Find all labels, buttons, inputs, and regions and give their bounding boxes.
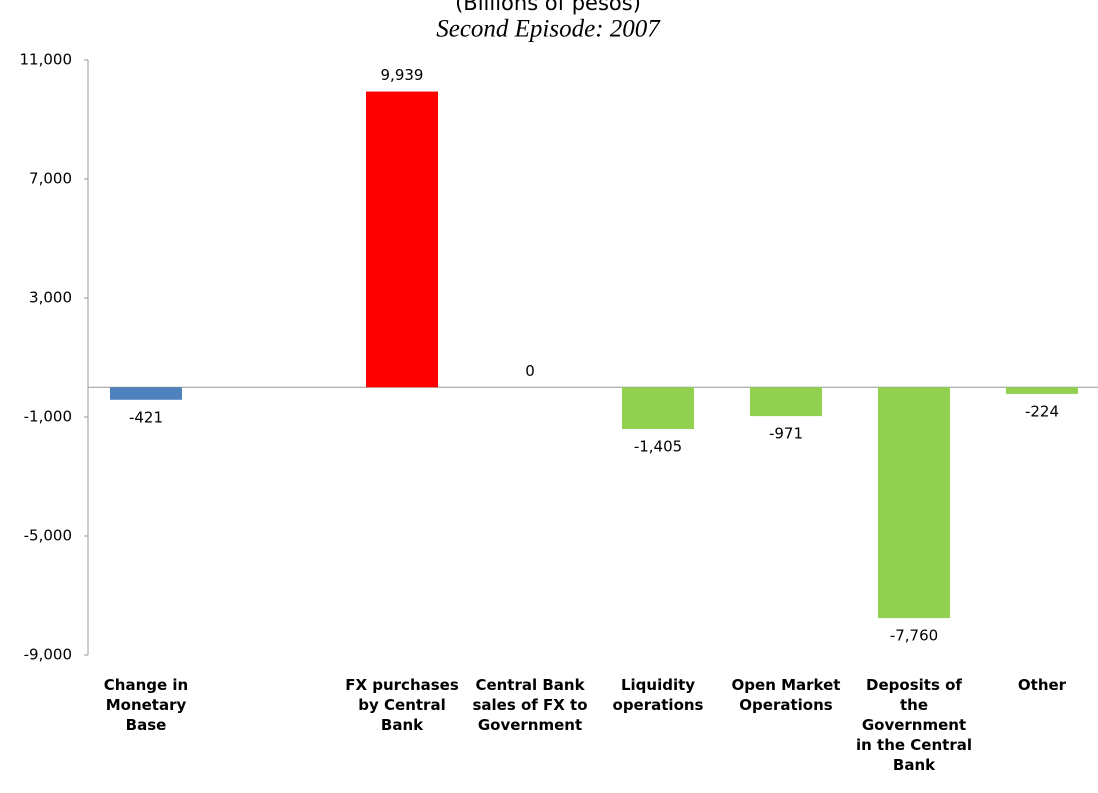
value-label: -7,760 [890,627,938,645]
y-tick-label: 7,000 [29,170,72,188]
value-label: -971 [769,425,803,443]
x-tick-label: FX purchases by Central Bank [345,676,459,734]
bar [366,91,438,388]
bar [878,387,950,619]
y-tick-label: 3,000 [29,289,72,307]
value-label: -1,405 [634,438,682,456]
bar [750,387,822,417]
value-label: 9,939 [381,66,424,84]
value-label: -421 [129,408,163,426]
bar [622,387,694,430]
y-tick-label: 11,000 [20,51,73,69]
x-tick-label: Central Bank sales of FX to Government [472,676,588,734]
chart-subtitle: (Billions of pesos) [455,0,641,15]
y-tick-label: -5,000 [24,527,72,545]
value-label: 0 [525,362,535,380]
y-tick-label: -9,000 [24,646,72,664]
bar [1006,387,1078,394]
x-tick-label: Deposits of the Government in the Centra… [856,676,972,774]
value-label: -224 [1025,402,1059,420]
x-tick-label: Open Market Operations [731,676,841,714]
x-tick-label: Other [1017,676,1067,694]
bar [110,387,182,400]
y-tick-label: -1,000 [24,408,72,426]
x-tick-label: Change in Monetary Base [103,676,189,734]
x-tick-label: Liquidity operations [612,676,704,714]
chart-title: Second Episode: 2007 [436,16,661,43]
